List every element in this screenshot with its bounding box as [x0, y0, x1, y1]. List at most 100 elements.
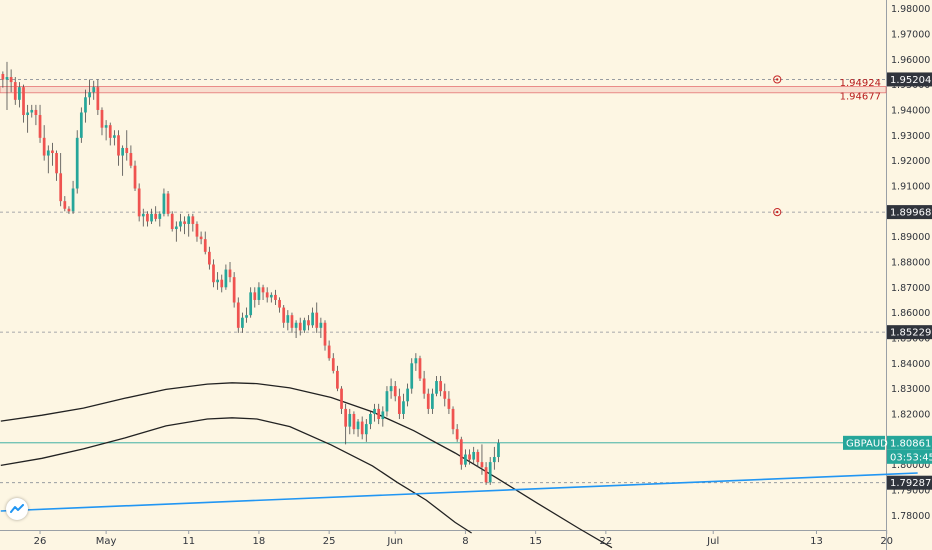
candle[interactable]	[79, 107, 83, 143]
candle[interactable]	[137, 183, 141, 222]
candle[interactable]	[257, 282, 261, 306]
level-price-tag[interactable]: 1.79287	[887, 475, 932, 490]
candle[interactable]	[51, 142, 54, 166]
candle[interactable]	[426, 388, 430, 414]
candle[interactable]	[195, 221, 199, 242]
candle[interactable]	[113, 130, 116, 146]
candle[interactable]	[108, 122, 112, 146]
level-price-tag[interactable]: 1.85229	[887, 325, 932, 340]
candle[interactable]	[63, 196, 67, 212]
candle[interactable]	[302, 317, 306, 333]
candle[interactable]	[117, 130, 120, 166]
candle[interactable]	[278, 297, 281, 313]
candle[interactable]	[121, 145, 124, 176]
candle[interactable]	[158, 211, 162, 227]
candle[interactable]	[410, 358, 414, 394]
candle[interactable]	[133, 160, 137, 192]
candle[interactable]	[245, 307, 248, 323]
candle[interactable]	[187, 213, 191, 237]
candle[interactable]	[414, 353, 418, 371]
candle[interactable]	[381, 406, 385, 427]
candle[interactable]	[315, 302, 319, 333]
tradingview-logo-icon[interactable]	[6, 498, 28, 520]
ascending-trendline[interactable]	[0, 472, 918, 512]
candle[interactable]	[141, 208, 145, 227]
candle[interactable]	[443, 383, 447, 407]
candle[interactable]	[170, 211, 174, 232]
current-price-tag[interactable]: 1.80861	[887, 435, 932, 450]
candle[interactable]	[397, 388, 401, 420]
candle[interactable]	[30, 104, 34, 118]
candle[interactable]	[228, 261, 232, 283]
candle[interactable]	[360, 416, 364, 440]
candle[interactable]	[212, 259, 215, 288]
candle[interactable]	[46, 145, 50, 174]
candle[interactable]	[13, 77, 17, 105]
candle[interactable]	[232, 272, 236, 308]
candle[interactable]	[1, 71, 5, 88]
candle[interactable]	[459, 436, 463, 470]
candle[interactable]	[59, 153, 63, 207]
candle[interactable]	[208, 246, 211, 270]
candle[interactable]	[216, 272, 219, 290]
candle[interactable]	[282, 305, 286, 328]
candle[interactable]	[323, 320, 327, 351]
candle[interactable]	[327, 340, 331, 361]
candle[interactable]	[356, 419, 360, 437]
candle[interactable]	[55, 150, 58, 181]
candle[interactable]	[261, 284, 265, 300]
candle[interactable]	[307, 315, 310, 331]
candle[interactable]	[92, 80, 96, 100]
candle[interactable]	[294, 320, 298, 338]
candle[interactable]	[191, 213, 195, 232]
candle[interactable]	[497, 439, 500, 463]
candle[interactable]	[249, 287, 253, 318]
candle[interactable]	[455, 424, 459, 442]
candle[interactable]	[422, 370, 426, 399]
moving-average-line[interactable]	[0, 382, 613, 549]
candle[interactable]	[67, 206, 71, 214]
candle[interactable]	[150, 208, 153, 224]
candle[interactable]	[241, 312, 244, 333]
candle[interactable]	[364, 419, 368, 442]
candle[interactable]	[203, 231, 207, 255]
candle[interactable]	[154, 206, 158, 222]
candle[interactable]	[183, 216, 186, 235]
candle[interactable]	[476, 449, 480, 468]
candle[interactable]	[224, 264, 228, 290]
candle[interactable]	[298, 317, 302, 336]
candle[interactable]	[389, 378, 393, 399]
candle[interactable]	[331, 353, 335, 374]
candle[interactable]	[96, 79, 100, 116]
candle[interactable]	[199, 231, 203, 245]
candle[interactable]	[336, 365, 339, 392]
candle[interactable]	[435, 375, 438, 397]
alert-marker-icon[interactable]	[773, 75, 782, 84]
candle[interactable]	[352, 411, 356, 435]
candle[interactable]	[274, 289, 277, 306]
candle[interactable]	[26, 104, 30, 133]
candle[interactable]	[166, 191, 170, 217]
candle[interactable]	[393, 381, 397, 402]
candle[interactable]	[344, 403, 348, 445]
candle[interactable]	[439, 375, 443, 397]
candle[interactable]	[447, 391, 451, 414]
candle[interactable]	[488, 457, 492, 485]
candle[interactable]	[431, 388, 434, 414]
candle[interactable]	[472, 446, 476, 465]
candle[interactable]	[125, 130, 129, 161]
candle[interactable]	[451, 406, 455, 435]
candle[interactable]	[88, 79, 91, 105]
candle[interactable]	[162, 188, 166, 217]
candle[interactable]	[146, 211, 149, 227]
candle[interactable]	[290, 312, 294, 333]
candle[interactable]	[34, 104, 38, 126]
candle[interactable]	[104, 120, 108, 141]
candle[interactable]	[75, 130, 79, 194]
candle[interactable]	[319, 317, 323, 338]
candle[interactable]	[402, 393, 405, 420]
candle[interactable]	[373, 403, 376, 422]
candle[interactable]	[220, 274, 224, 293]
candle[interactable]	[174, 221, 178, 242]
